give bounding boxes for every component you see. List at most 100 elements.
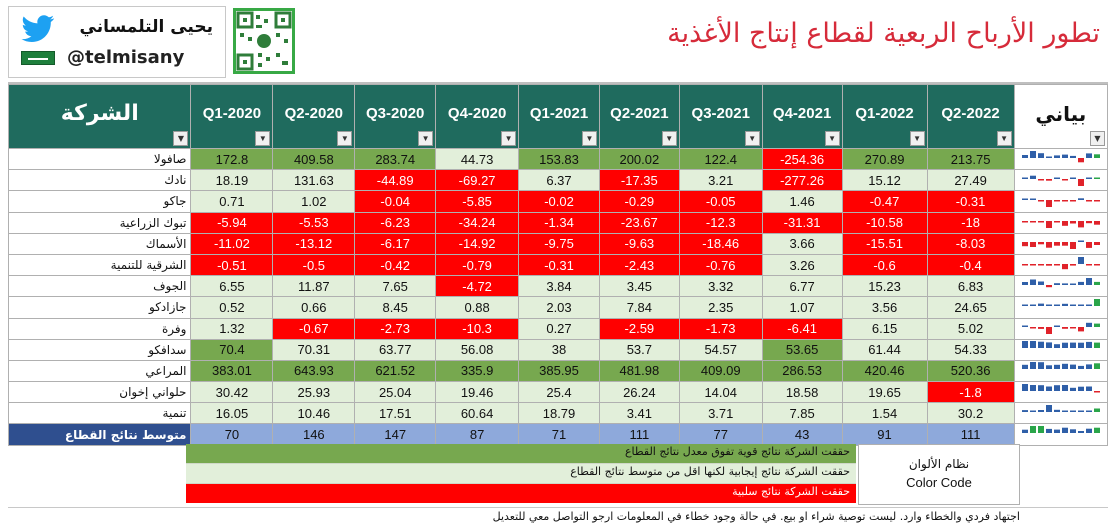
average-label: متوسط نتائج القطاع <box>7 423 192 446</box>
filter-dropdown-icon[interactable]: ▼ <box>661 131 677 146</box>
earnings-cell: -0.29 <box>598 190 680 213</box>
sparkline-bar <box>1021 154 1028 158</box>
sparkline-bar <box>1037 281 1044 285</box>
earnings-cell: 3.21 <box>678 169 763 192</box>
sparkline-bar <box>1069 342 1076 349</box>
quarter-header[interactable]: Q2-2020 ▼ <box>272 84 356 149</box>
sparkline-bar <box>1093 199 1100 202</box>
sparkline-bar <box>1093 177 1100 179</box>
author-logo: يحيى التلمساني @telmisany <box>8 6 226 78</box>
sparkline-bar <box>1045 365 1052 370</box>
earnings-cell: 56.08 <box>435 338 520 361</box>
quarter-header[interactable]: Q1-2020 ▼ <box>190 84 274 149</box>
twitter-bird-icon <box>21 15 55 42</box>
quarter-header[interactable]: Q3-2020 ▼ <box>354 84 437 149</box>
filter-dropdown-icon[interactable]: ▼ <box>909 131 925 146</box>
average-cell: 87 <box>435 423 520 446</box>
sparkline-cell <box>1013 338 1109 361</box>
sparkline-bar <box>1085 152 1092 158</box>
sparkline-bar <box>1021 281 1028 285</box>
sparkline-bar <box>1069 387 1076 391</box>
earnings-cell: -5.94 <box>190 211 274 234</box>
company-column-header[interactable]: الشركة ▼ <box>7 84 192 149</box>
filter-dropdown-icon[interactable]: ▼ <box>337 131 353 146</box>
sparkline-cell <box>1013 211 1109 234</box>
sparkline-cell <box>1013 359 1109 383</box>
table-row: حلواني إخوان 30.42 25.93 25.04 19.46 25.4 26.2… <box>7 381 1109 404</box>
sparkline-bar <box>1053 263 1060 266</box>
sparkline-bar <box>1045 304 1052 306</box>
filter-active-icon[interactable]: ▼ <box>996 131 1012 146</box>
earnings-cell: -0.79 <box>435 253 520 277</box>
sparkline-bar <box>1029 384 1036 391</box>
filter-dropdown-icon[interactable]: ▼ <box>173 131 189 146</box>
quarter-header[interactable]: Q4-2020 ▼ <box>435 84 520 149</box>
earnings-cell: -1.73 <box>678 317 763 340</box>
earnings-cell: 270.89 <box>841 147 928 171</box>
quarter-header[interactable]: Q4-2021 ▼ <box>761 84 843 149</box>
filter-dropdown-icon[interactable]: ▼ <box>418 131 434 146</box>
average-cell: 147 <box>354 423 437 446</box>
company-name: المراعي <box>7 359 192 383</box>
sparkline-bar <box>1085 364 1092 370</box>
earnings-cell: 409.09 <box>678 359 763 383</box>
quarter-header[interactable]: Q3-2021 ▼ <box>678 84 763 149</box>
legend-strong: حققت الشركة نتائج قوية تفوق معدل نتائج ا… <box>186 444 856 463</box>
quarter-header[interactable]: Q2-2022 ▼ <box>926 84 1015 149</box>
table-row: الشرقية للتنمية -0.51 -0.5 -0.42 -0.79 -0.31-… <box>7 253 1109 277</box>
sparkline-bar <box>1077 366 1084 370</box>
company-header-label: الشركة <box>60 101 139 126</box>
earnings-cell: 18.79 <box>518 402 600 425</box>
company-name: سدافكو <box>7 338 192 361</box>
sparkline-bar <box>1093 363 1100 370</box>
sparkline-bar <box>1021 198 1028 200</box>
earnings-cell: 70.31 <box>272 338 356 361</box>
earnings-cell: -12.3 <box>678 211 763 234</box>
filter-dropdown-icon[interactable]: ▼ <box>824 131 840 146</box>
earnings-cell: -0.67 <box>272 317 356 340</box>
earnings-cell: -0.6 <box>841 253 928 277</box>
earnings-cell: 335.9 <box>435 359 520 383</box>
earnings-cell: 8.45 <box>354 296 437 319</box>
sparkline-bar <box>1021 242 1028 247</box>
sparkline-bar <box>1037 221 1044 223</box>
quarter-header[interactable]: Q2-2021 ▼ <box>598 84 680 149</box>
sparkline-bar <box>1037 242 1044 245</box>
earnings-cell: 3.71 <box>678 402 763 425</box>
sparkline-bar <box>1077 178 1084 186</box>
sparkline-bar <box>1021 341 1028 349</box>
sparkline-bar <box>1053 365 1060 370</box>
quarter-label: Q1-2020 <box>202 105 262 122</box>
sparkline-bar <box>1061 283 1068 285</box>
filter-dropdown-icon[interactable]: ▼ <box>255 131 271 146</box>
company-name: الأسماك <box>7 232 192 255</box>
quarter-header[interactable]: Q1-2022 ▼ <box>841 84 928 149</box>
earnings-cell: -2.73 <box>354 317 437 340</box>
earnings-cell: -1.8 <box>926 381 1015 404</box>
color-code-label-en: Color Code <box>906 475 972 490</box>
quarter-header[interactable]: Q1-2021 ▼ <box>518 84 600 149</box>
sparkline-bar <box>1077 157 1084 162</box>
filter-dropdown-icon[interactable]: ▼ <box>1090 131 1105 146</box>
sparkline-bar <box>1045 404 1052 412</box>
footer-divider <box>8 507 1108 508</box>
earnings-cell: 26.24 <box>598 381 680 404</box>
sparkline-cell <box>1013 423 1109 446</box>
filter-dropdown-icon[interactable]: ▼ <box>581 131 597 146</box>
earnings-cell: 60.64 <box>435 402 520 425</box>
sparkline-cell <box>1013 381 1109 404</box>
sparkline-column-header[interactable]: بياني ▼ <box>1013 84 1109 149</box>
earnings-cell: -0.31 <box>926 190 1015 213</box>
table-row: سدافكو 70.4 70.31 63.77 56.08 38 53.7 54.57 53.6… <box>7 338 1109 361</box>
sparkline-bar <box>1077 198 1084 200</box>
sparkline-bar <box>1061 364 1068 370</box>
sparkline-chart <box>1021 198 1100 207</box>
filter-dropdown-icon[interactable]: ▼ <box>744 131 760 146</box>
earnings-cell: 18.19 <box>190 169 274 192</box>
qr-code-icon <box>236 11 292 71</box>
sparkline-bar <box>1053 384 1060 391</box>
sparkline-bar <box>1021 365 1028 370</box>
sparkline-bar <box>1037 426 1044 434</box>
earnings-cell: 30.42 <box>190 381 274 404</box>
filter-dropdown-icon[interactable]: ▼ <box>501 131 517 146</box>
